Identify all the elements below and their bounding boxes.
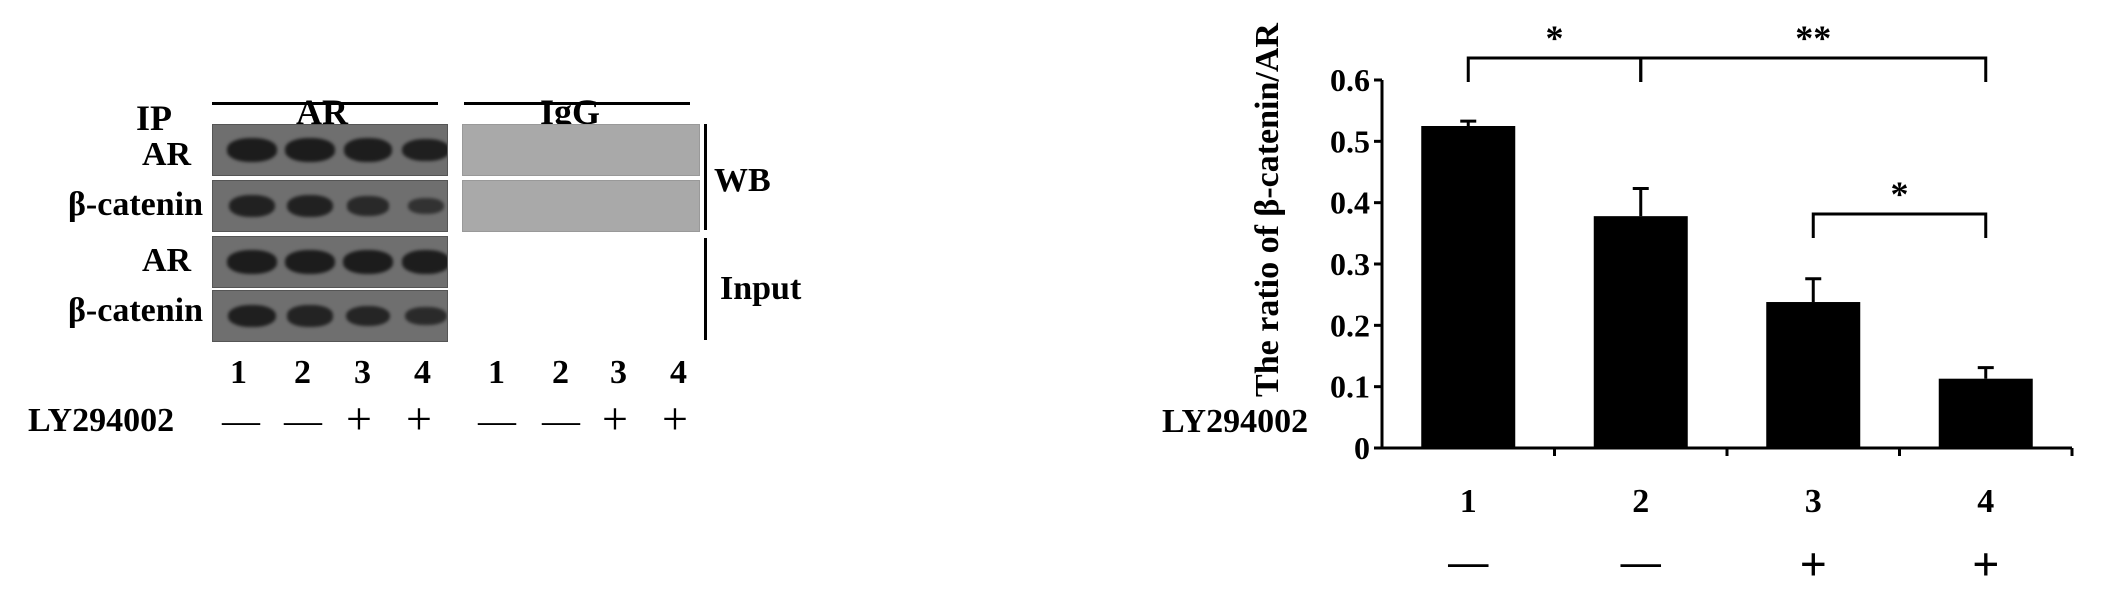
y-tick-label: 0.4 <box>1330 185 1370 221</box>
x-tick-label: 2 <box>1632 483 1649 520</box>
blot-strip-igg-beta-catenin <box>462 180 700 232</box>
blot-band <box>287 305 333 327</box>
lane-number: 4 <box>670 354 687 391</box>
blot-band <box>228 195 276 217</box>
chart-treatment-sign: + <box>1972 538 1999 591</box>
blot-band <box>227 250 277 274</box>
significance-label: * <box>1546 18 1564 58</box>
blot-band <box>227 138 277 162</box>
blot-band <box>343 250 393 274</box>
treatment-sign: + <box>602 393 628 444</box>
row-label-wb-ar: AR <box>142 136 192 173</box>
row-label-input-beta-catenin: β-catenin <box>68 292 204 329</box>
blot-band <box>402 138 447 162</box>
blot-band <box>286 195 334 217</box>
treatment-sign: — <box>542 400 580 442</box>
lane-number: 2 <box>552 354 569 391</box>
treatment-sign: — <box>284 400 322 442</box>
blot-strip-input-ar <box>212 236 448 288</box>
treatment-sign: + <box>406 393 432 444</box>
y-tick-label: 0.6 <box>1330 62 1370 98</box>
x-tick-label: 3 <box>1805 483 1822 520</box>
treatment-sign: + <box>346 393 372 444</box>
ip-label: IP <box>136 98 172 138</box>
chart-treatment-sign: — <box>1447 539 1489 584</box>
y-axis-label: The ratio of β-catenin/AR <box>1249 23 1286 397</box>
blot-strip-input-beta-catenin <box>212 290 448 342</box>
blot-strip-igg-ar <box>462 124 700 176</box>
chart-treatment-sign: — <box>1620 539 1662 584</box>
row-label-wb-beta-catenin: β-catenin <box>68 186 204 223</box>
input-label: Input <box>720 270 802 307</box>
treatment-sign: — <box>222 400 260 442</box>
bar <box>1593 216 1688 448</box>
significance-bracket <box>1466 56 1643 82</box>
treatment-sign: + <box>662 393 688 444</box>
y-tick-label: 0.3 <box>1330 246 1370 282</box>
chart-treatment-sign: + <box>1800 538 1827 591</box>
lane-number: 1 <box>230 354 247 391</box>
wb-label: WB <box>714 162 771 199</box>
significance-label: ** <box>1795 18 1831 58</box>
blot-band <box>345 305 391 327</box>
blot-band <box>285 138 335 162</box>
y-tick-label: 0.1 <box>1330 369 1370 405</box>
chart-treatment-label: LY294002 <box>1162 403 1308 440</box>
lane-number: 3 <box>610 354 627 391</box>
blot-band <box>401 250 447 274</box>
blot-band <box>405 306 447 326</box>
blot-band <box>346 196 390 216</box>
treatment-sign: — <box>478 400 516 442</box>
blot-band <box>343 138 393 162</box>
y-tick-label: 0 <box>1354 430 1370 466</box>
bar <box>1766 302 1861 448</box>
input-bracket <box>704 238 707 340</box>
blot-band <box>285 250 335 274</box>
blot-strip-wb-ar <box>212 124 448 176</box>
blot-band <box>228 304 276 328</box>
group-igg-underline <box>464 102 690 105</box>
significance-bracket <box>1639 56 1988 82</box>
x-tick-label: 4 <box>1977 483 1994 520</box>
y-tick-label: 0.5 <box>1330 123 1370 159</box>
lane-number: 1 <box>488 354 505 391</box>
group-ar-underline <box>212 102 438 105</box>
row-label-input-ar: AR <box>142 242 192 279</box>
significance-label: * <box>1891 174 1909 214</box>
x-tick-label: 1 <box>1460 483 1477 520</box>
bar <box>1938 378 2033 448</box>
wb-bracket <box>704 124 707 230</box>
lane-number: 4 <box>414 354 431 391</box>
blot-band <box>407 198 445 214</box>
blot-strip-wb-beta-catenin <box>212 180 448 232</box>
significance-bracket <box>1811 212 1988 238</box>
lane-number: 3 <box>354 354 371 391</box>
lane-number: 2 <box>294 354 311 391</box>
treatment-label: LY294002 <box>28 402 175 439</box>
bar <box>1421 126 1516 448</box>
y-tick-label: 0.2 <box>1330 307 1370 343</box>
